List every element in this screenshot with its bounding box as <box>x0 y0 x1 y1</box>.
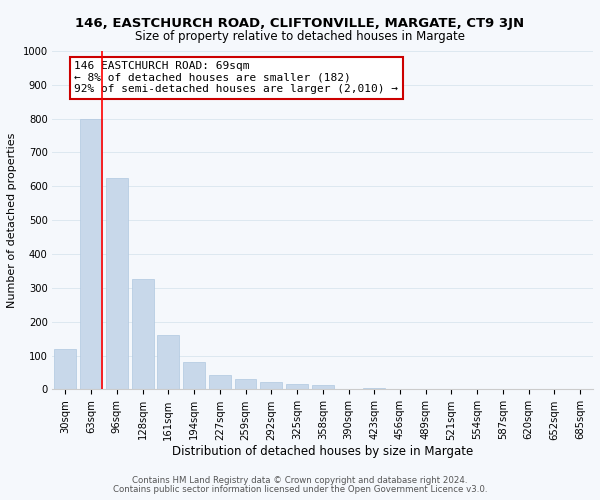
Bar <box>80 118 102 390</box>
Bar <box>209 375 231 390</box>
Text: Contains HM Land Registry data © Crown copyright and database right 2024.: Contains HM Land Registry data © Crown c… <box>132 476 468 485</box>
Text: Size of property relative to detached houses in Margate: Size of property relative to detached ho… <box>135 30 465 43</box>
Bar <box>183 362 205 390</box>
Bar <box>55 349 76 390</box>
Text: Contains public sector information licensed under the Open Government Licence v3: Contains public sector information licen… <box>113 485 487 494</box>
X-axis label: Distribution of detached houses by size in Margate: Distribution of detached houses by size … <box>172 445 473 458</box>
Bar <box>312 385 334 390</box>
Bar <box>131 280 154 390</box>
Bar <box>106 178 128 390</box>
Bar <box>235 379 256 390</box>
Y-axis label: Number of detached properties: Number of detached properties <box>7 132 17 308</box>
Bar <box>260 382 282 390</box>
Bar <box>157 335 179 390</box>
Text: 146 EASTCHURCH ROAD: 69sqm
← 8% of detached houses are smaller (182)
92% of semi: 146 EASTCHURCH ROAD: 69sqm ← 8% of detac… <box>74 61 398 94</box>
Bar <box>364 388 385 390</box>
Bar <box>286 384 308 390</box>
Text: 146, EASTCHURCH ROAD, CLIFTONVILLE, MARGATE, CT9 3JN: 146, EASTCHURCH ROAD, CLIFTONVILLE, MARG… <box>76 18 524 30</box>
